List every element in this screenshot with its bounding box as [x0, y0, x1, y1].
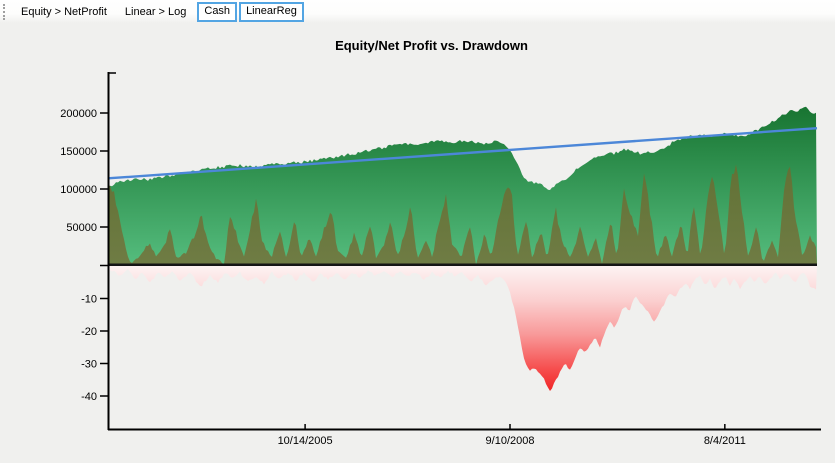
x-axis-tick-label: 8/4/2011	[704, 435, 746, 447]
chart-title: Equity/Net Profit vs. Drawdown	[335, 38, 528, 53]
toolbar-grip-icon[interactable]	[3, 3, 7, 20]
y-axis-tick-label: -40	[81, 391, 97, 403]
parameter-toolbar: Equity > NetProfit Linear > Log Cash Lin…	[0, 0, 835, 23]
x-axis-tick-label: 10/14/2005	[278, 435, 333, 447]
cash-area	[108, 164, 817, 265]
zero-line	[108, 263, 817, 266]
y-axis-tick-label: 50000	[66, 222, 97, 234]
y-axis-tick-label: 100000	[60, 184, 97, 196]
y-axis-tick-label: -20	[81, 326, 97, 338]
cash-toggle-button[interactable]: Cash	[197, 1, 238, 22]
y-axis-tick-label: -10	[81, 294, 97, 306]
y-axis-tick-label: -30	[81, 359, 97, 371]
toolbar-item-linear-log[interactable]: Linear > Log	[124, 5, 187, 18]
y-axis-tick-label: 150000	[60, 146, 97, 158]
x-axis-tick-label: 9/10/2008	[486, 435, 535, 447]
linearreg-toggle-button[interactable]: LinearReg	[239, 1, 304, 22]
linear-regression-line	[107, 127, 818, 180]
drawdown-area	[108, 266, 817, 391]
toolbar-item-equity-netprofit[interactable]: Equity > NetProfit	[21, 5, 107, 18]
y-axis-tick-label: 200000	[60, 108, 97, 120]
